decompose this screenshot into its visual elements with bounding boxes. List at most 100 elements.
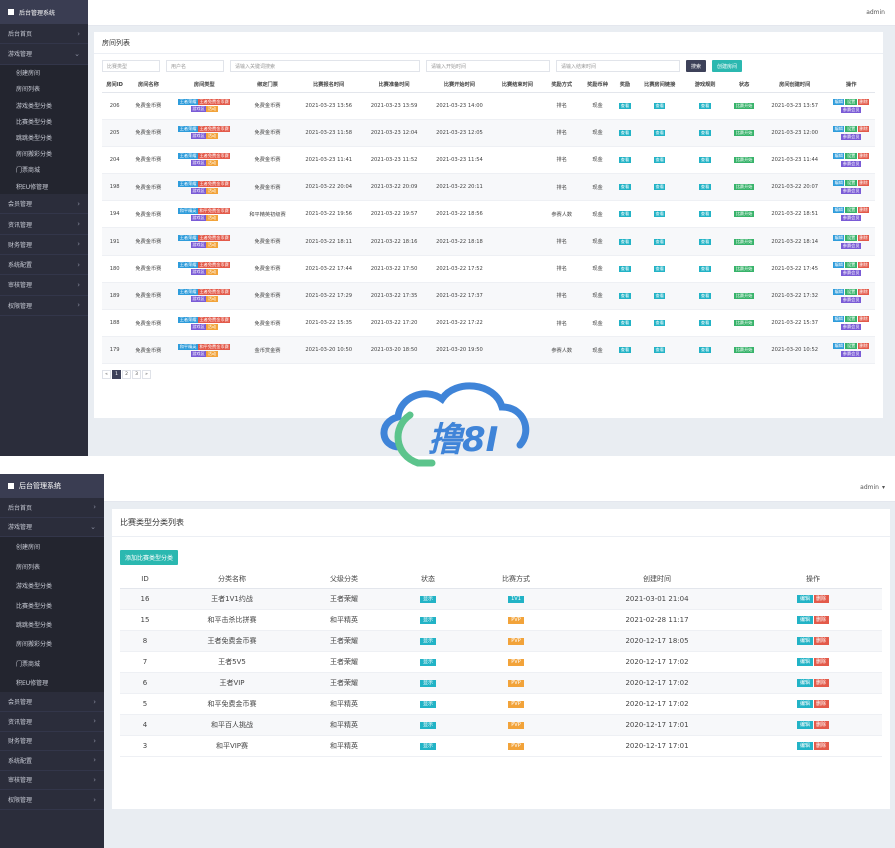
rule-view-button[interactable]: 查看: [699, 292, 711, 299]
sidebar-subitem[interactable]: 创建房间: [0, 537, 104, 556]
participants-button[interactable]: 参赛会员: [841, 296, 862, 303]
page-button[interactable]: 3: [132, 370, 141, 380]
delete-button[interactable]: 删除: [813, 679, 829, 687]
sidebar-item[interactable]: 会员管理 ›: [0, 194, 88, 215]
page-button[interactable]: 1: [112, 370, 121, 380]
participants-button[interactable]: 参赛会员: [841, 351, 862, 358]
username-input[interactable]: 用户名: [166, 60, 224, 72]
delete-button[interactable]: 删除: [857, 261, 870, 268]
link-view-button[interactable]: 查看: [654, 320, 666, 327]
delete-button[interactable]: 删除: [857, 207, 870, 214]
link-view-button[interactable]: 查看: [654, 129, 666, 136]
sidebar-item[interactable]: 游戏管理 ⌄: [0, 44, 88, 65]
rule-view-button[interactable]: 查看: [699, 184, 711, 191]
sidebar-item[interactable]: 审核管理 ›: [0, 771, 104, 791]
participants-button[interactable]: 参赛会员: [841, 106, 862, 113]
delete-button[interactable]: 删除: [857, 343, 870, 350]
sidebar-subitem[interactable]: 比赛类型分类: [0, 595, 104, 614]
link-view-button[interactable]: 查看: [654, 102, 666, 109]
reward-view-button[interactable]: 查看: [619, 129, 631, 136]
edit-button[interactable]: 编辑: [833, 343, 845, 350]
sidebar-item[interactable]: 权限管理 ›: [0, 790, 104, 810]
edit-button[interactable]: 编辑: [833, 207, 845, 214]
participants-button[interactable]: 参赛会员: [841, 188, 862, 195]
delete-button[interactable]: 删除: [857, 316, 870, 323]
rule-view-button[interactable]: 查看: [699, 211, 711, 218]
link-view-button[interactable]: 查看: [654, 292, 666, 299]
sidebar-subitem[interactable]: 门票商城: [0, 654, 104, 673]
settings-button[interactable]: 设置: [845, 125, 857, 132]
settings-button[interactable]: 设置: [845, 261, 857, 268]
keyword-input[interactable]: 请输入关键词搜索: [230, 60, 420, 72]
rule-view-button[interactable]: 查看: [699, 347, 711, 354]
link-view-button[interactable]: 查看: [654, 211, 666, 218]
reward-view-button[interactable]: 查看: [619, 211, 631, 218]
search-button[interactable]: 搜索: [686, 60, 707, 72]
page-button[interactable]: «: [102, 370, 111, 380]
settings-button[interactable]: 设置: [845, 180, 857, 187]
sidebar-item[interactable]: 系统配置 ›: [0, 255, 88, 276]
sidebar-subitem[interactable]: 房间列表: [0, 81, 88, 97]
delete-button[interactable]: 删除: [813, 595, 829, 603]
sidebar-item[interactable]: 资讯管理 ›: [0, 214, 88, 235]
sidebar-item[interactable]: 后台首页 ›: [0, 24, 88, 45]
participants-button[interactable]: 参赛会员: [841, 133, 862, 140]
sidebar-item[interactable]: 财务管理 ›: [0, 235, 88, 255]
add-match-type-button[interactable]: 添加比赛类型分类: [120, 550, 179, 565]
settings-button[interactable]: 设置: [845, 343, 857, 350]
link-view-button[interactable]: 查看: [654, 184, 666, 191]
end-time-input[interactable]: 请输入结束时间: [556, 60, 680, 72]
sidebar-subitem[interactable]: 游戏类型分类: [0, 576, 104, 595]
sidebar-item[interactable]: 权限管理 ›: [0, 296, 88, 316]
link-view-button[interactable]: 查看: [654, 265, 666, 272]
delete-button[interactable]: 删除: [857, 288, 870, 295]
edit-button[interactable]: 编辑: [797, 658, 813, 666]
delete-button[interactable]: 删除: [857, 180, 870, 187]
reward-view-button[interactable]: 查看: [619, 292, 631, 299]
rule-view-button[interactable]: 查看: [699, 156, 711, 163]
sidebar-subitem[interactable]: 积EU修管理: [0, 178, 88, 194]
sidebar-item[interactable]: 资讯管理 ›: [0, 712, 104, 732]
delete-button[interactable]: 删除: [813, 700, 829, 708]
sidebar-item[interactable]: 游戏管理 ⌄: [0, 518, 104, 538]
settings-button[interactable]: 设置: [845, 152, 857, 159]
sidebar-item[interactable]: 后台首页 ›: [0, 498, 104, 518]
sidebar-subitem[interactable]: 跳跳类型分类: [0, 129, 88, 145]
sidebar-subitem[interactable]: 游戏类型分类: [0, 97, 88, 113]
sidebar-subitem[interactable]: 房间搬彩分类: [0, 146, 88, 162]
edit-button[interactable]: 编辑: [797, 637, 813, 645]
delete-button[interactable]: 删除: [813, 637, 829, 645]
rule-view-button[interactable]: 查看: [699, 265, 711, 272]
edit-button[interactable]: 编辑: [833, 261, 845, 268]
rule-view-button[interactable]: 查看: [699, 102, 711, 109]
delete-button[interactable]: 删除: [857, 152, 870, 159]
delete-button[interactable]: 删除: [857, 234, 870, 241]
page-button[interactable]: »: [142, 370, 151, 380]
participants-button[interactable]: 参赛会员: [841, 215, 862, 222]
chevron-down-icon[interactable]: ▾: [881, 484, 885, 491]
edit-button[interactable]: 编辑: [797, 616, 813, 624]
sidebar-item[interactable]: 审核管理 ›: [0, 275, 88, 296]
edit-button[interactable]: 编辑: [797, 721, 813, 729]
delete-button[interactable]: 删除: [857, 98, 870, 105]
participants-button[interactable]: 参赛会员: [841, 242, 862, 249]
sidebar-subitem[interactable]: 创建房间: [0, 65, 88, 81]
reward-view-button[interactable]: 查看: [619, 238, 631, 245]
edit-button[interactable]: 编辑: [833, 125, 845, 132]
reward-view-button[interactable]: 查看: [619, 184, 631, 191]
sidebar-subitem[interactable]: 门票商城: [0, 162, 88, 178]
sidebar-subitem[interactable]: 房间搬彩分类: [0, 634, 104, 653]
sidebar-subitem[interactable]: 跳跳类型分类: [0, 615, 104, 634]
sidebar-subitem[interactable]: 积EU修管理: [0, 673, 104, 692]
reward-view-button[interactable]: 查看: [619, 320, 631, 327]
sidebar-subitem[interactable]: 房间列表: [0, 557, 104, 576]
start-time-input[interactable]: 请输入开始时间: [426, 60, 550, 72]
user-menu[interactable]: admin: [866, 9, 885, 16]
edit-button[interactable]: 编辑: [833, 316, 845, 323]
reward-view-button[interactable]: 查看: [619, 265, 631, 272]
edit-button[interactable]: 编辑: [833, 180, 845, 187]
link-view-button[interactable]: 查看: [654, 347, 666, 354]
sidebar-subitem[interactable]: 比赛类型分类: [0, 113, 88, 129]
edit-button[interactable]: 编辑: [833, 152, 845, 159]
link-view-button[interactable]: 查看: [654, 156, 666, 163]
